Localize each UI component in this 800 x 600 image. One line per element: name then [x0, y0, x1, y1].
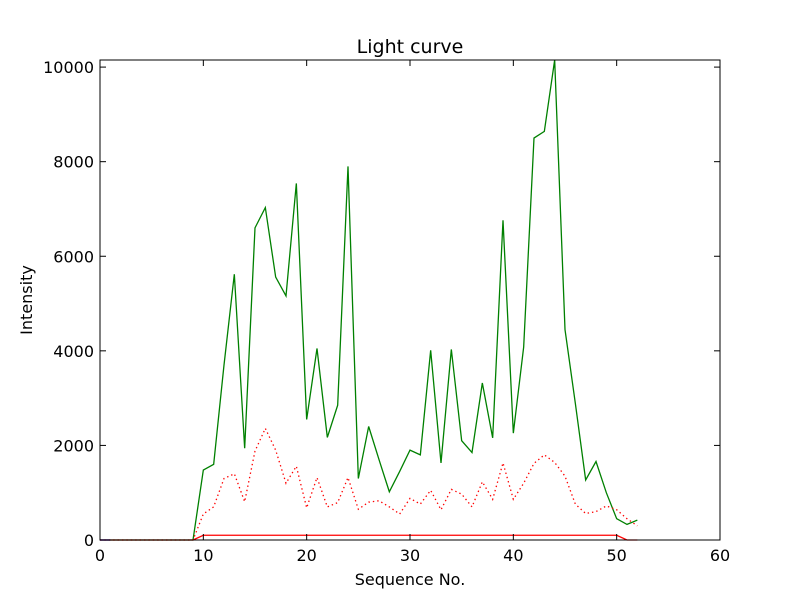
ticks-layer: 0 10 20 30 40 50 60 0 2000 4000 6000 8000 10000: [43, 58, 730, 565]
x-tick-label: 10: [193, 546, 213, 565]
x-axis-label: Sequence No.: [355, 570, 466, 589]
x-tick-label: 60: [710, 546, 730, 565]
y-tick-label: 0: [84, 531, 94, 550]
plot-frame: [99, 59, 721, 541]
x-tick-label: 40: [503, 546, 523, 565]
y-tick-label: 8000: [53, 153, 94, 172]
y-tick-label: 10000: [43, 58, 94, 77]
x-tick-label: 20: [296, 546, 316, 565]
series-line-1: [100, 426, 638, 541]
y-tick-label: 2000: [53, 436, 94, 455]
x-tick-label: 50: [606, 546, 626, 565]
x-tick-label: 0: [95, 546, 105, 565]
y-tick-label: 6000: [53, 247, 94, 266]
x-tick-label: 30: [400, 546, 420, 565]
y-axis-label: Intensity: [17, 265, 36, 335]
y-tick-label: 4000: [53, 342, 94, 361]
chart-title: Light curve: [357, 36, 464, 58]
